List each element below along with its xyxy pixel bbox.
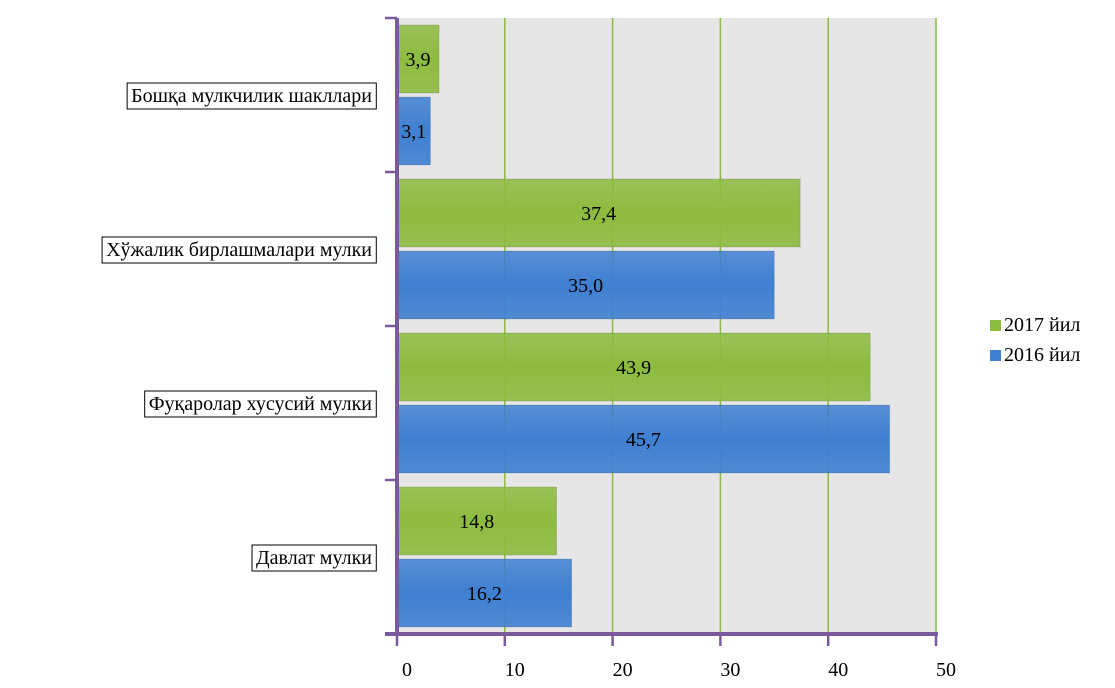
data-label: 3,1 (401, 121, 426, 143)
legend-swatch-2017 (990, 319, 1001, 331)
data-label: 35,0 (568, 275, 603, 297)
legend-label-2016: 2016 йил (1004, 343, 1081, 366)
category-label-box (251, 544, 377, 572)
legend: 2017 йил 2016 йил (990, 310, 1080, 370)
bar (396, 250, 775, 320)
category-label: Фуқаролар хусусий мулки (149, 393, 373, 415)
category-label-box (144, 390, 377, 418)
x-tick-label: 10 (505, 659, 525, 681)
x-tick-label: 20 (613, 659, 633, 681)
category-label-box (126, 82, 377, 110)
legend-label-2017: 2017 йил (1004, 313, 1081, 336)
data-label: 43,9 (616, 357, 651, 379)
data-label: 45,7 (626, 429, 661, 451)
data-label: 14,8 (459, 511, 494, 533)
category-label-box (101, 236, 377, 264)
x-tick-label: 0 (402, 659, 412, 681)
bar (396, 96, 431, 166)
bar (396, 558, 573, 628)
bar (396, 178, 801, 248)
data-label: 3,9 (406, 49, 431, 71)
bar (396, 332, 871, 402)
bar (396, 24, 440, 94)
data-label: 16,2 (467, 583, 502, 605)
category-label: Хўжалик бирлашмалари мулки (106, 239, 372, 261)
category-label: Давлат мулки (256, 547, 372, 569)
category-label: Бошқа мулкчилик шакллари (131, 85, 372, 107)
legend-item-2017: 2017 йил (990, 310, 1080, 340)
x-tick-label: 50 (936, 659, 956, 681)
bar (396, 404, 891, 474)
x-tick-label: 40 (828, 659, 848, 681)
legend-item-2016: 2016 йил (990, 340, 1080, 370)
data-label: 37,4 (581, 203, 616, 225)
legend-swatch-2016 (990, 349, 1001, 361)
x-tick-label: 30 (720, 659, 740, 681)
